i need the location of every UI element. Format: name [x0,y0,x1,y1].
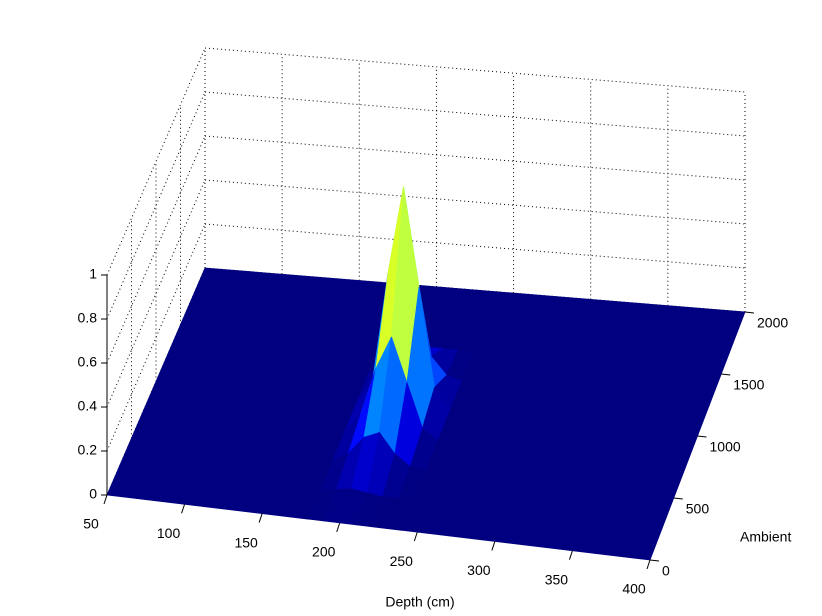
x-tick [258,513,263,523]
z-tick-label: 0.4 [78,398,98,414]
x-tick [646,559,651,570]
x-tick-label: 350 [545,571,569,587]
axes: 00.20.40.60.8150100150200250300350400050… [78,266,789,597]
x-tick-label: 100 [157,525,181,541]
y-tick-label: 500 [686,501,710,517]
z-tick-label: 0.6 [78,354,98,370]
x-tick [181,504,186,514]
x-tick [491,541,496,551]
z-tick-label: 1 [89,266,97,282]
x-tick-label: 250 [390,553,414,569]
z-tick-label: 0.2 [78,442,98,458]
x-axis-label: Depth (cm) [385,594,454,610]
x-tick [336,522,341,533]
x-tick-label: 200 [312,544,336,560]
z-tick-label: 0 [89,486,97,502]
x-tick-label: 300 [467,562,491,578]
y-tick [673,497,683,500]
y-tick-label: 1000 [710,439,741,455]
x-tick [103,494,108,505]
surface-patch [401,500,663,561]
y-tick [744,311,755,314]
y-tick [649,559,660,562]
y-tick-label: 0 [662,563,670,579]
x-tick [568,550,573,560]
y-tick-label: 2000 [757,315,788,331]
x-tick-label: 150 [234,534,258,550]
z-tick-label: 0.8 [78,310,98,326]
y-tick [697,435,707,438]
y-axis-label: Ambient [740,529,791,545]
x-tick-label: 400 [622,581,646,597]
x-tick-label: 50 [83,516,99,532]
y-tick-label: 1500 [733,377,764,393]
y-tick [721,373,731,376]
x-tick [413,531,418,542]
